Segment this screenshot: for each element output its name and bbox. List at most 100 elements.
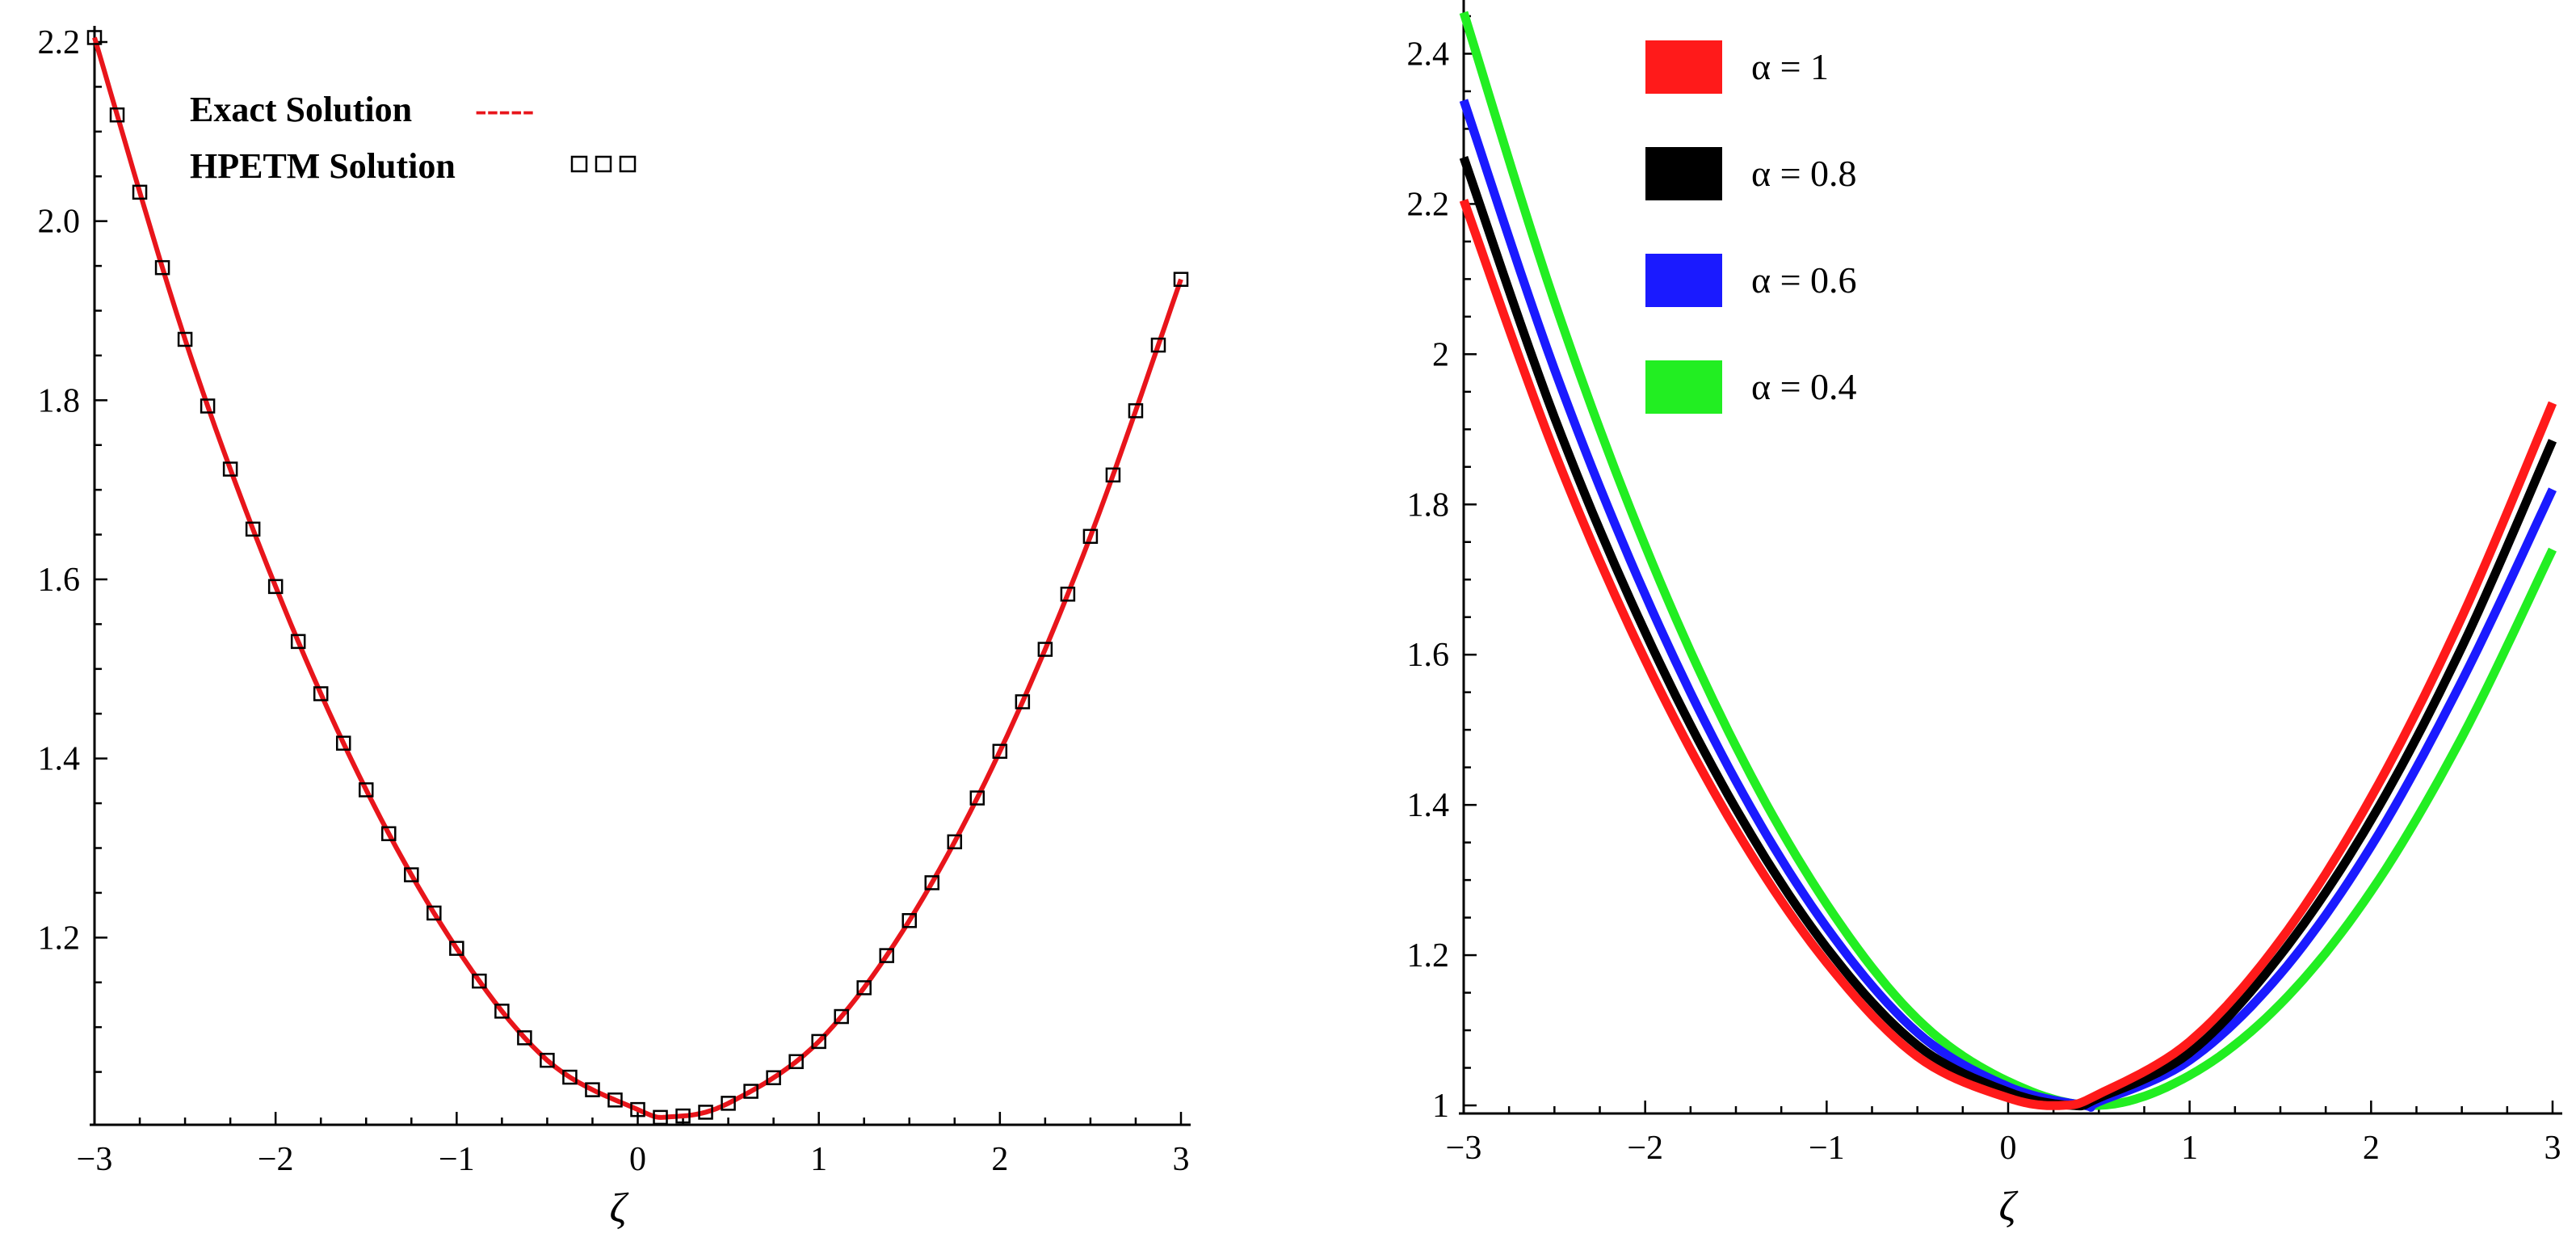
left-plot-y-tick-label: 2.2 [38, 24, 81, 61]
hpetm-point-marker [924, 875, 940, 890]
right-plot-y-tick-label: 1.4 [1407, 787, 1450, 824]
legend-label-1: α = 1 [1751, 46, 1829, 87]
hpetm-point-marker [585, 1082, 600, 1097]
right-plot-x-tick-label: −2 [1627, 1130, 1663, 1167]
right-plot-x-tick-label: −1 [1809, 1130, 1845, 1167]
right-plot-y-tick-label: 1.6 [1407, 637, 1450, 674]
hpetm-point-marker [698, 1105, 713, 1120]
hpetm-point-marker [1082, 528, 1099, 545]
right-plot-y-tick-label: 2.4 [1407, 36, 1450, 73]
left-plot-ticks: −3 −2 −1 0 1 2 3 1.2 1.4 1.6 1.8 2.0 2.2 [38, 24, 1190, 1178]
hpetm-point-marker [743, 1084, 759, 1099]
legend-label-0.8: α = 0.8 [1751, 153, 1857, 194]
left-plot-legend: Exact Solution ----- HPETM Solution [190, 90, 637, 186]
legend-label-exact-solution: Exact Solution [190, 90, 412, 129]
legend-symbol-exact-solution: ----- [475, 90, 534, 129]
right-plot-y-tick-label: 1.8 [1407, 486, 1450, 524]
legend-label-hpetm-solution: HPETM Solution [190, 146, 456, 186]
hpetm-point-marker [1037, 642, 1053, 657]
hpetm-point-marker [381, 826, 397, 841]
hpetm-point-marker [721, 1096, 736, 1111]
right-plot-y-tick-label: 2 [1432, 336, 1449, 373]
hpetm-point-marker [653, 1109, 668, 1126]
right-plot-x-tick-label: 2 [2363, 1130, 2380, 1167]
right-plot-y-tick-label: 1.2 [1407, 937, 1450, 974]
hpetm-point-marker [562, 1069, 578, 1085]
hpetm-point-marker [472, 973, 487, 989]
hpetm-point-marker [1150, 337, 1166, 353]
hpetm-point-marker [675, 1108, 691, 1124]
hpetm-point-marker [1060, 587, 1076, 602]
series-markers-hpetm-solution [86, 30, 1189, 1126]
hpetm-point-marker [788, 1054, 804, 1070]
legend-square-marker [595, 155, 612, 173]
series-line-0.4 [1459, 11, 2557, 1110]
left-plot-y-tick-label: 1.8 [38, 382, 81, 419]
hpetm-point-marker [267, 579, 284, 595]
hpetm-point-marker [1128, 403, 1144, 419]
legend-swatch-0.8 [1645, 147, 1722, 200]
right-plot-x-axis-label: ζ [1998, 1184, 2018, 1230]
left-plot-x-tick-label: 2 [991, 1141, 1008, 1178]
series-line-1 [1459, 198, 2557, 1110]
right-plot-x-tick-label: −3 [1446, 1130, 1482, 1167]
hpetm-point-marker [901, 913, 917, 928]
hpetm-point-marker [200, 398, 216, 414]
legend-label-0.4: α = 0.4 [1751, 366, 1857, 407]
left-plot-series [86, 30, 1189, 1126]
hpetm-point-marker [811, 1033, 826, 1050]
left-plot-y-tick-label: 1.2 [38, 920, 81, 957]
hpetm-point-marker [992, 743, 1008, 760]
left-plot: −3 −2 −1 0 1 2 3 1.2 1.4 1.6 1.8 2.0 2.2 Exact Solut… [38, 24, 1191, 1231]
hpetm-point-marker [404, 867, 419, 882]
left-plot-x-tick-label: −2 [258, 1141, 294, 1178]
legend-square-marker [570, 155, 588, 173]
hpetm-point-marker [969, 790, 985, 806]
hpetm-point-marker [947, 834, 963, 850]
legend-swatch-0.6 [1645, 254, 1722, 307]
left-plot-y-tick-label: 2.0 [38, 204, 81, 241]
hpetm-point-marker [630, 1101, 645, 1118]
hpetm-point-marker [132, 184, 148, 200]
left-plot-axes [90, 26, 1191, 1126]
hpetm-point-marker [540, 1052, 555, 1068]
left-plot-x-tick-label: −3 [77, 1141, 113, 1178]
right-plot-x-tick-label: 0 [2000, 1130, 2017, 1167]
right-plot-x-tick-label: 1 [2181, 1130, 2198, 1167]
hpetm-point-marker [109, 107, 125, 123]
hpetm-point-marker [1105, 467, 1121, 483]
hpetm-point-marker [86, 30, 103, 45]
right-plot-y-tick-label: 1 [1432, 1088, 1449, 1125]
right-plot-axes [1459, 0, 2562, 1115]
hpetm-point-marker [1015, 694, 1031, 709]
right-plot-y-tick-label: 2.2 [1407, 186, 1450, 223]
hpetm-point-marker [517, 1030, 532, 1046]
hpetm-point-marker [177, 331, 193, 347]
series-line-exact-solution [92, 36, 1183, 1120]
legend-square-marker [619, 155, 637, 173]
hpetm-point-marker [1173, 272, 1189, 287]
hpetm-point-marker [335, 735, 351, 751]
left-plot-x-axis-label: ζ [609, 1185, 628, 1231]
hpetm-point-marker [313, 686, 329, 701]
hpetm-point-marker [359, 782, 374, 798]
hpetm-point-marker [427, 905, 442, 921]
hpetm-point-marker [154, 259, 170, 276]
legend-symbol-hpetm-solution [570, 155, 637, 173]
hpetm-point-marker [290, 634, 306, 650]
left-plot-x-tick-label: −1 [439, 1141, 475, 1178]
right-plot-x-tick-label: 3 [2544, 1130, 2561, 1167]
hpetm-point-marker [222, 461, 238, 477]
left-plot-x-tick-label: 3 [1173, 1141, 1190, 1178]
hpetm-point-marker [834, 1008, 849, 1025]
left-plot-x-tick-label: 0 [629, 1141, 646, 1178]
hpetm-point-marker [879, 948, 894, 963]
left-plot-y-tick-label: 1.6 [38, 562, 81, 599]
right-plot-series [1459, 11, 2557, 1112]
left-plot-x-tick-label: 1 [810, 1141, 827, 1178]
hpetm-point-marker [245, 521, 261, 537]
hpetm-point-marker [856, 980, 872, 996]
left-plot-y-tick-label: 1.4 [38, 741, 81, 778]
right-plot-ticks: −3 −2 −1 0 1 2 3 1 1.2 1.4 1.6 1.8 2 2.2 2.4 [1407, 15, 2561, 1167]
